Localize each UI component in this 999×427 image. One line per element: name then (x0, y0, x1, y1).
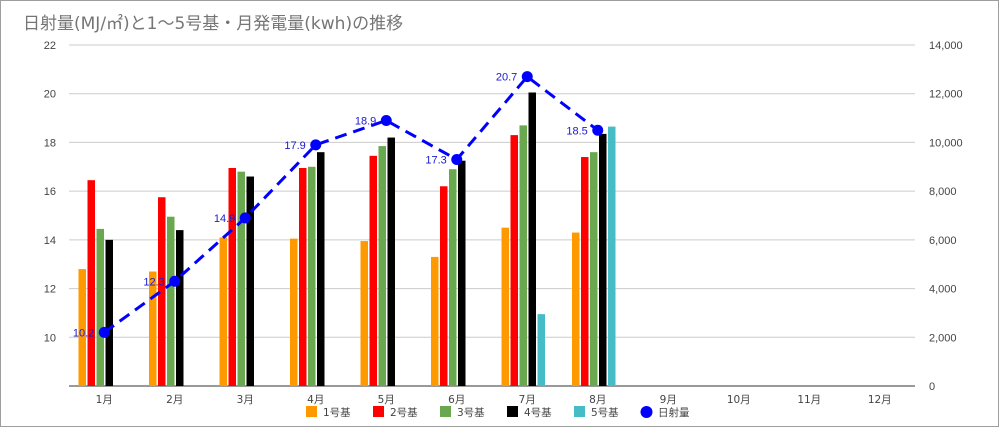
data-label-solar: 18.9 (355, 116, 376, 128)
bar-1号基-4月 (290, 238, 298, 386)
bar-3号基-1月 (96, 228, 104, 386)
point-solar-4月 (310, 139, 322, 151)
point-solar-7月 (521, 71, 533, 83)
line-solar-radiation (103, 74, 599, 334)
point-solar-3月 (239, 212, 251, 224)
left-tick-label: 14 (44, 235, 56, 247)
bar-4号基-7月 (528, 92, 536, 386)
legend-swatch-2号基 (373, 406, 384, 417)
right-tick-label: 0 (929, 381, 935, 393)
bar-2号基-2月 (158, 197, 166, 386)
bar-1号基-1月 (78, 269, 86, 386)
bar-4号基-3月 (246, 176, 254, 386)
bar-5号基-8月 (608, 126, 616, 386)
bar-1号基-7月 (501, 227, 509, 386)
bar-1号基-6月 (431, 256, 439, 386)
legend-swatch-日射量 (640, 406, 653, 418)
x-tick-label: 1月 (96, 394, 113, 406)
point-solar-5月 (380, 115, 392, 127)
legend-label: 日射量 (658, 406, 690, 419)
left-tick-label: 22 (44, 40, 56, 52)
x-tick-label: 5月 (378, 394, 395, 406)
x-tick-label: 9月 (660, 394, 677, 406)
bar-2号基-8月 (581, 157, 589, 386)
left-tick-label: 20 (44, 89, 56, 101)
data-label-solar: 17.9 (284, 140, 305, 152)
right-tick-label: 12,000 (929, 89, 963, 101)
data-label-solar: 17.3 (425, 154, 446, 166)
legend-label: 4号基 (524, 406, 552, 419)
right-tick-label: 8,000 (929, 186, 957, 198)
legend-label: 2号基 (390, 406, 418, 419)
bar-3号基-5月 (378, 146, 386, 386)
chart-title: 日射量(MJ/㎡)と1～5号基・月発電量(kwh)の推移 (23, 14, 404, 34)
data-label-solar: 14.9 (214, 213, 235, 225)
bar-3号基-6月 (449, 169, 457, 386)
left-tick-label: 10 (44, 332, 56, 344)
legend-swatch-1号基 (306, 406, 317, 417)
bar-2号基-3月 (228, 168, 236, 386)
bar-2号基-6月 (440, 186, 448, 386)
x-tick-label: 8月 (589, 394, 606, 406)
legend-label: 5号基 (591, 406, 619, 419)
data-label-solar: 10.2 (73, 327, 94, 339)
bar-3号基-7月 (519, 125, 527, 386)
right-tick-label: 2,000 (929, 332, 957, 344)
point-solar-1月 (98, 326, 110, 338)
right-tick-label: 6,000 (929, 235, 957, 247)
bar-4号基-4月 (317, 152, 325, 386)
bar-1号基-3月 (219, 237, 227, 386)
bar-4号基-8月 (599, 133, 607, 386)
data-label-solar: 20.7 (496, 72, 517, 84)
x-tick-label: 3月 (237, 394, 254, 406)
bar-4号基-5月 (387, 137, 395, 386)
point-solar-6月 (451, 153, 463, 165)
data-label-solar: 12.3 (143, 276, 164, 288)
bar-1号基-5月 (360, 241, 368, 386)
x-tick-label: 2月 (166, 394, 183, 406)
bar-2号基-4月 (299, 168, 307, 386)
left-tick-label: 18 (44, 137, 56, 149)
x-tick-label: 11月 (797, 394, 821, 406)
legend-swatch-5号基 (574, 406, 585, 417)
point-solar-2月 (169, 275, 181, 287)
left-tick-label: 12 (44, 284, 56, 296)
x-tick-label: 10月 (727, 394, 751, 406)
legend-swatch-4号基 (507, 406, 518, 417)
x-tick-label: 6月 (448, 394, 465, 406)
bar-3号基-3月 (237, 171, 245, 386)
x-tick-label: 12月 (868, 394, 892, 406)
left-tick-label: 16 (44, 186, 56, 198)
legend-swatch-3号基 (440, 406, 451, 417)
point-solar-8月 (592, 124, 604, 136)
data-label-solar: 18.5 (566, 125, 587, 137)
bar-3号基-8月 (590, 152, 598, 386)
right-tick-label: 10,000 (929, 137, 963, 149)
bar-4号基-1月 (105, 239, 113, 386)
bar-3号基-4月 (308, 166, 316, 386)
right-tick-label: 4,000 (929, 284, 957, 296)
bar-2号基-1月 (87, 180, 95, 386)
bar-3号基-2月 (167, 216, 175, 386)
bar-1号基-2月 (149, 271, 157, 386)
bar-5号基-7月 (537, 314, 545, 386)
legend-label: 3号基 (457, 406, 485, 419)
right-tick-label: 14,000 (929, 40, 963, 52)
bar-2号基-7月 (510, 135, 518, 386)
bar-4号基-2月 (176, 230, 184, 386)
bar-1号基-8月 (572, 232, 580, 386)
x-tick-label: 7月 (519, 394, 536, 406)
bar-2号基-5月 (369, 155, 377, 386)
x-tick-label: 4月 (307, 394, 324, 406)
legend-label: 1号基 (323, 406, 351, 419)
bar-4号基-6月 (458, 160, 466, 386)
